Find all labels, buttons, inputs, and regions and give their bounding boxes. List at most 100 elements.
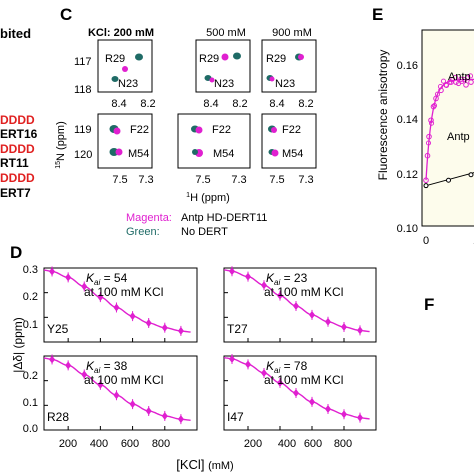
e-xtick-1: 1 [473, 235, 474, 247]
antp-dert-point [426, 133, 432, 140]
e-xtick-0: 0 [423, 235, 429, 247]
kai-value: = 23 [280, 271, 307, 285]
peak-label-r29: R29 [199, 53, 219, 65]
panel-e-yticks: 0.16 0.14 0.12 0.10 [397, 60, 418, 235]
e-ytick-0: 0.16 [397, 60, 418, 72]
h-tick-upper-200-1: 8.2 [140, 98, 155, 110]
d-xlabel-unit: (mM) [208, 460, 234, 472]
data-point [161, 323, 168, 332]
peak-teal [192, 149, 198, 155]
h-tick-lower-500-1: 7.3 [231, 174, 246, 186]
kai-subscript: ai [274, 278, 280, 287]
peak-magenta [271, 149, 279, 157]
h-axis-label: 1H (ppm) [186, 192, 230, 204]
peak-teal [233, 52, 241, 60]
subplot-frame [43, 355, 198, 431]
data-point [341, 322, 347, 331]
panel-e: E Fluorescence anisotropy 0.16 0.14 0.12… [372, 5, 474, 247]
e-ytick-1: 0.14 [397, 114, 418, 126]
d-xticks-left: 200 400 600 800 [59, 438, 170, 450]
antp-dert-point [452, 74, 459, 80]
peak-magenta [209, 77, 215, 83]
data-point [177, 415, 184, 424]
antp-dert-point [434, 91, 441, 97]
nmr-box-bottom-900: F22 M54 [261, 113, 317, 169]
n-tick-lower-1: 120 [74, 149, 92, 161]
d-ytick-top-0: 0.3 [23, 264, 38, 276]
h-tick-lower-200-1: 7.3 [138, 174, 153, 186]
panel-d-xlabel: [KCl] (mM) [176, 457, 233, 472]
kai-subscript: ai [274, 366, 280, 375]
kai-condition: at 100 mM KCl [264, 285, 343, 299]
d-xtick-left-0: 200 [59, 438, 77, 450]
data-point [145, 319, 152, 328]
subplot-frame [43, 267, 198, 343]
h-tick-lower-900-0: 7.5 [269, 174, 284, 186]
d-xtick-right-2: 600 [304, 438, 322, 450]
data-point [129, 400, 136, 409]
peak-label-f22: F22 [282, 124, 301, 136]
data-point [113, 391, 120, 400]
antp-dert-point [458, 76, 464, 83]
h-tick-upper-500-0: 8.4 [203, 98, 218, 110]
residue-label: T27 [227, 322, 248, 336]
data-point [113, 303, 120, 312]
panel-f-letter: F [424, 295, 434, 314]
left-item-2-red: DDDD [0, 171, 35, 185]
antp-dert-point [438, 87, 444, 94]
data-point [293, 389, 299, 397]
panel-c-letter: C [60, 5, 72, 24]
d-yticks-bottom: 0.2 0.1 0.0 [23, 370, 38, 435]
subplot-frame [223, 355, 377, 431]
left-item-2-black: ERT7 [0, 186, 31, 200]
residue-label: R28 [47, 410, 69, 424]
n-tick-lower-0: 119 [74, 124, 92, 136]
n-tick-upper-0: 117 [74, 56, 92, 68]
antp-dert-point [437, 83, 444, 90]
h-tick-lower-200-0: 7.5 [112, 174, 127, 186]
residue-label: I47 [227, 410, 244, 424]
n-axis-sup: 15 [55, 161, 62, 169]
antp-dert-point [468, 79, 474, 85]
h-tick-upper-200-0: 8.4 [111, 98, 126, 110]
data-point [97, 293, 104, 302]
panel-d-ylabel: |Δδ| (ppm) [11, 317, 25, 373]
condition-label-2: 900 mM [272, 27, 312, 39]
kai-symbol: K [266, 359, 275, 373]
peak-label-m54: M54 [282, 148, 303, 160]
kai-condition: at 100 mM KCl [84, 373, 163, 387]
legend-magenta-value: Antp HD-DERT11 [181, 212, 267, 224]
legend-magenta-label: Magenta: [126, 212, 172, 224]
peak-label-r29: R29 [266, 53, 286, 65]
antp-dert-point [440, 78, 447, 84]
antp-dert-point [463, 82, 469, 88]
peak-label-f22: F22 [212, 124, 231, 136]
peak-magenta [122, 66, 128, 72]
kai-label: Kai = 78 [266, 359, 308, 375]
data-point [129, 312, 136, 321]
antp-dert-point [424, 152, 431, 159]
data-point [65, 361, 72, 370]
kai-value: = 54 [100, 271, 127, 285]
data-point [325, 405, 331, 414]
data-point [277, 378, 283, 387]
d-xtick-right-3: 800 [334, 438, 352, 450]
data-point [49, 267, 56, 276]
peak-label-n23: N23 [214, 78, 234, 90]
antp-point [423, 183, 429, 189]
nmr-box-top-900: R29 N23 [261, 39, 317, 93]
d-xtick-right-0: 200 [244, 438, 262, 450]
peak-magenta [271, 127, 277, 133]
data-point [49, 355, 56, 364]
kai-label: Kai = 54 [86, 271, 128, 287]
left-item-0-black: ERT16 [0, 127, 38, 141]
peak-teal [111, 76, 119, 82]
residue-label: Y25 [47, 322, 69, 336]
antp-dert-point [428, 117, 434, 124]
data-point [357, 413, 363, 422]
subplot-frame [223, 267, 377, 343]
h-axis-sup: 1 [186, 192, 190, 199]
